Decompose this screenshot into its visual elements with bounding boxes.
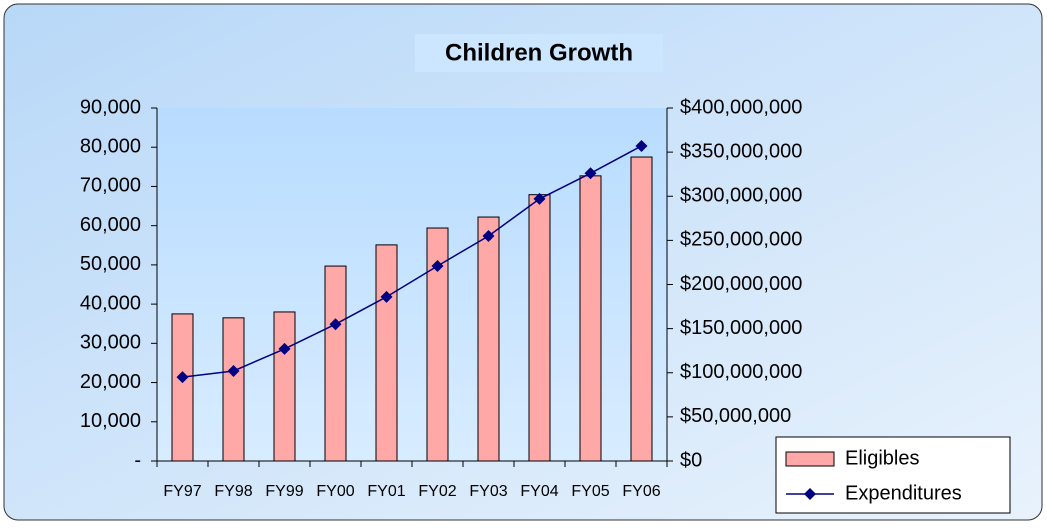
y-tick-label: 20,000 [80, 371, 141, 393]
chart-title: Children Growth [445, 39, 633, 66]
y-tick-label: 30,000 [80, 332, 141, 354]
bar [426, 227, 449, 462]
x-tick-label: FY98 [214, 483, 252, 500]
y2-tick-label: $50,000,000 [680, 405, 791, 427]
x-tick-label: FY06 [622, 483, 660, 500]
y2-tick-label: $0 [680, 449, 702, 471]
x-tick-label: FY01 [367, 483, 405, 500]
x-tick-label: FY00 [316, 483, 354, 500]
marker [533, 192, 546, 205]
x-tick-label: FY05 [571, 483, 609, 500]
y-tick-label: 50,000 [80, 253, 141, 275]
marker [176, 371, 189, 384]
marker [431, 259, 444, 272]
marker [482, 229, 495, 242]
legend-swatch [785, 451, 835, 467]
x-tick-label: FY04 [520, 483, 558, 500]
marker [380, 290, 393, 303]
bar [630, 156, 653, 462]
bar [375, 244, 398, 462]
marker [278, 342, 291, 355]
y-tick-label: 10,000 [80, 410, 141, 432]
legend-label: Expenditures [845, 482, 962, 504]
y2-tick-label: $200,000,000 [680, 273, 802, 295]
y2-tick-label: $150,000,000 [680, 317, 802, 339]
y-tick-label: 60,000 [80, 214, 141, 236]
y2-tick-label: $250,000,000 [680, 229, 802, 251]
x-tick-label: FY97 [163, 483, 201, 500]
y2-tick-label: $100,000,000 [680, 361, 802, 383]
legend-label: Eligibles [845, 447, 919, 469]
line [182, 145, 642, 378]
bar [171, 313, 194, 462]
y-tick-label: - [134, 449, 141, 471]
bar [579, 175, 602, 462]
title-bg [415, 34, 663, 72]
marker [227, 364, 240, 377]
y-tick-label: 90,000 [80, 96, 141, 118]
bar [222, 317, 245, 462]
y-tick-label: 80,000 [80, 136, 141, 158]
y-tick-label: 40,000 [80, 292, 141, 314]
y-tick-label: 70,000 [80, 175, 141, 197]
bar [273, 311, 296, 462]
y2-tick-label: $350,000,000 [680, 140, 802, 162]
x-tick-label: FY99 [265, 483, 303, 500]
y2-tick-label: $400,000,000 [680, 96, 802, 118]
bar [528, 194, 551, 462]
x-tick-label: FY02 [418, 483, 456, 500]
marker [584, 167, 597, 180]
legend-marker [804, 488, 816, 500]
y2-tick-label: $300,000,000 [680, 185, 802, 207]
marker [329, 318, 342, 331]
x-tick-label: FY03 [469, 483, 507, 500]
bar [477, 216, 500, 462]
marker [635, 139, 648, 152]
bar [324, 265, 347, 462]
legend-box [775, 436, 1011, 514]
